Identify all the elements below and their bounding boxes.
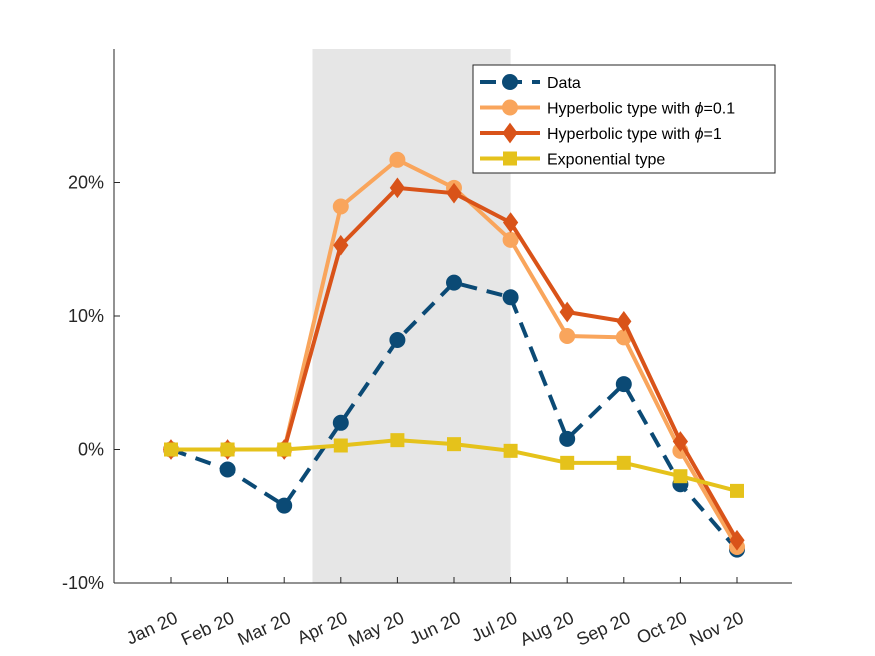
y-tick-label: 20% <box>68 173 104 193</box>
legend-item: Hyperbolic type with ϕ=0.1 <box>480 99 735 118</box>
data-point <box>446 274 462 291</box>
data-point <box>332 414 349 431</box>
data-point <box>389 332 406 349</box>
data-point <box>615 376 632 393</box>
legend-marker <box>503 151 517 166</box>
data-point <box>502 289 519 306</box>
data-point <box>503 443 518 458</box>
data-point <box>389 151 406 168</box>
data-point <box>164 442 178 457</box>
legend-label: Data <box>547 75 581 92</box>
data-point <box>333 438 348 453</box>
data-point <box>559 430 576 447</box>
y-tick-label: -10% <box>62 573 104 593</box>
y-tick-label: 0% <box>78 440 104 460</box>
legend-marker <box>502 122 518 144</box>
legend-marker <box>502 99 518 116</box>
series-line <box>170 280 739 551</box>
data-point <box>220 442 235 457</box>
data-point <box>277 442 292 457</box>
data-point <box>729 529 745 551</box>
legend-item: Exponential type <box>480 151 665 169</box>
data-point <box>672 431 689 452</box>
data-point <box>389 177 406 199</box>
legend-label: Hyperbolic type with ϕ=0.1 <box>547 101 735 118</box>
series-layer <box>163 151 745 558</box>
legend-label: Exponential type <box>547 152 665 169</box>
data-point <box>446 182 462 204</box>
data-point <box>560 455 575 470</box>
data-point <box>616 310 632 332</box>
data-point <box>219 461 236 478</box>
legend-item: Hyperbolic type with ϕ=1 <box>480 122 722 144</box>
data-point <box>730 483 744 498</box>
data-point <box>502 231 519 248</box>
legend-box <box>472 64 776 174</box>
data-point <box>447 437 461 452</box>
data-point <box>616 455 631 470</box>
legend-marker <box>502 74 518 90</box>
data-point <box>390 433 405 448</box>
legend: Data Hyperbolic type with ϕ=0.1 Hyperbolic… <box>472 64 776 174</box>
legend-label: Hyperbolic type with ϕ=1 <box>547 126 722 143</box>
data-point <box>673 469 688 484</box>
axes <box>113 49 792 584</box>
legend-item: Data <box>480 74 581 92</box>
data-point <box>502 212 519 233</box>
data-point <box>332 198 349 215</box>
data-point <box>559 328 576 345</box>
data-point <box>333 234 349 256</box>
y-tick-label: 10% <box>68 306 104 326</box>
data-point <box>559 301 575 323</box>
series-3 <box>164 433 744 498</box>
data-point <box>276 497 293 514</box>
